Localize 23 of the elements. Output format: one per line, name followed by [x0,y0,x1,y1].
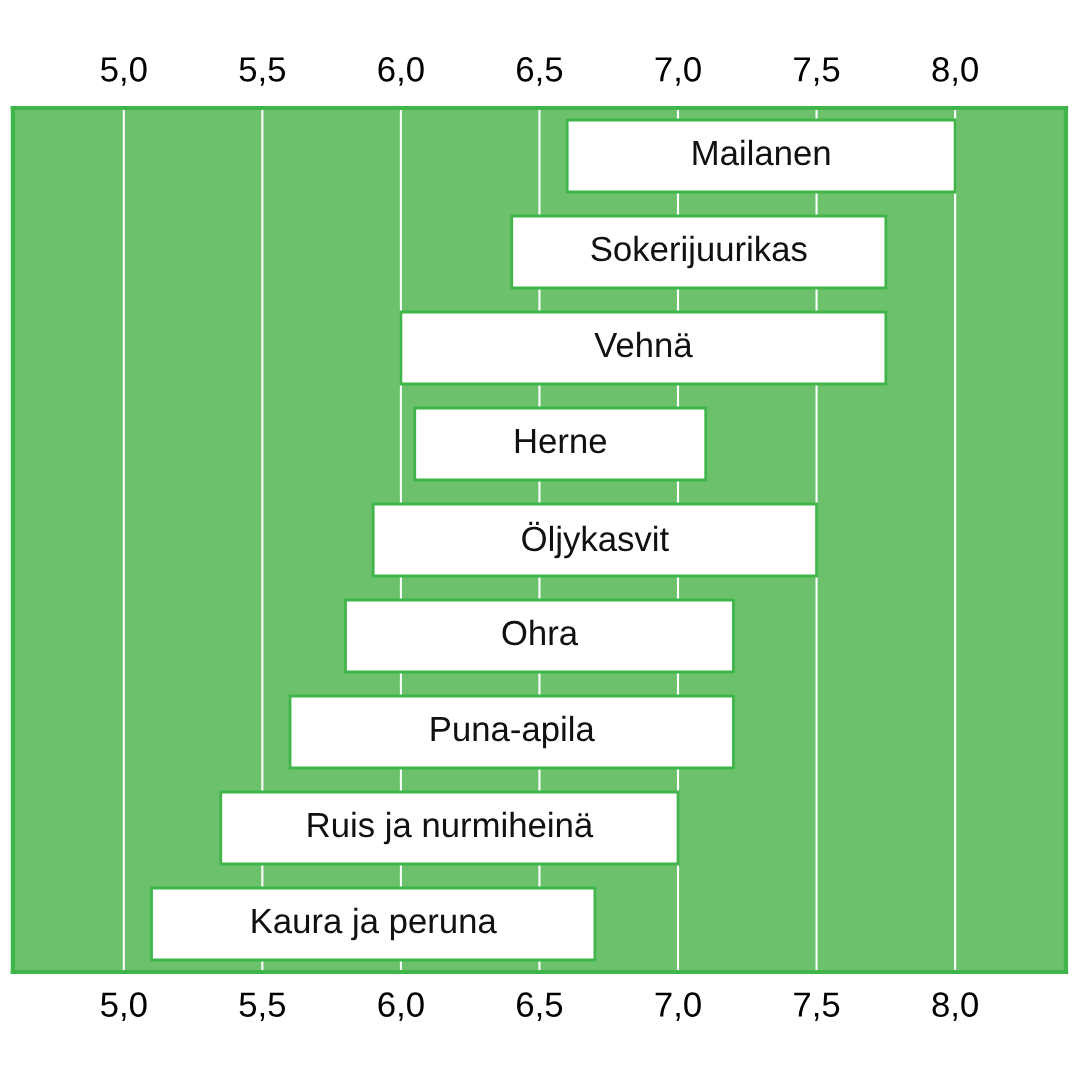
y-tick-label: Ohra [502,619,579,646]
x2-tick-label: 7,5 [794,57,840,86]
x2-tick-label: 6,0 [378,57,424,86]
x-tick-label: 6,5 [517,992,563,1022]
x-tick-label: 5,5 [239,992,286,1022]
x-tick-label: 8,0 [932,992,978,1022]
y-tick-label: Sokerijuurikas [591,235,807,269]
x-tick-label: 7,0 [655,992,701,1022]
x2-tick-label: 5,5 [239,57,286,86]
y-tick-label: Öljykasvit [522,521,669,559]
y-tick-label: Puna-apila [431,715,595,749]
y-tick-label: Vehnä [594,331,693,358]
y-tick-label: Herne [515,429,606,454]
x-tick-label: 7,5 [794,992,840,1022]
y-tick-label: Mailanen [693,139,830,166]
x-tick-label: 6,0 [378,992,424,1022]
y-tick-label: Ruis ja nurmiheinä [308,811,594,845]
x2-tick-label: 5,0 [101,57,147,86]
x2-tick-label: 6,5 [517,57,563,86]
x-tick-label: 5,0 [101,992,147,1022]
x2-tick-label: 7,0 [655,57,701,86]
x2-tick-label: 8,0 [932,57,978,86]
y-tick-label: Kaura ja peruna [252,907,497,941]
